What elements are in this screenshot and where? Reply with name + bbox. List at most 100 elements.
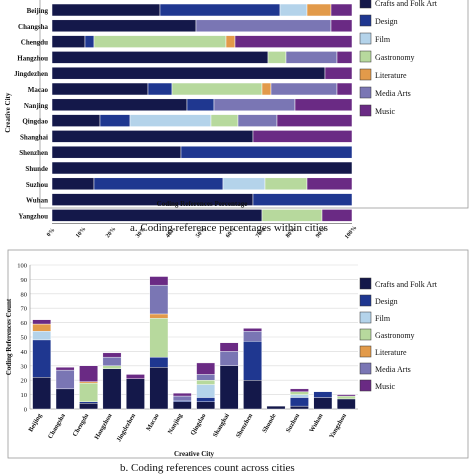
bar-a-qingdao-design (99, 114, 131, 127)
tick-label-a-jingdezhen: Jingdezhen (14, 70, 48, 78)
legend-label-literature: Literature (375, 71, 407, 80)
y-axis-label-a: Creative City (4, 92, 12, 133)
legend-swatch-design (359, 294, 372, 307)
tick-label-a-beijing: Beijing (27, 7, 49, 15)
bar-b-nanjing-crafts-and-folk-art (172, 401, 192, 410)
legend-swatch-media-arts (359, 362, 372, 375)
caption-a: a. Coding reference percentages within c… (130, 222, 328, 234)
y-axis-label-b: Coding References Count (5, 298, 13, 375)
bar-b-macao-media-arts (149, 284, 169, 315)
bar-b-shenzhen-crafts-and-folk-art (243, 380, 262, 410)
bar-a-qingdao-music (276, 114, 353, 127)
bar-a-wuhan-design (252, 193, 353, 206)
legend-label-design: Design (375, 297, 398, 306)
legend-swatch-design (359, 14, 372, 27)
tick-label-a-shanghai: Shanghai (20, 133, 48, 141)
tick-label-b-changsha: Changsha (47, 412, 67, 440)
tick-label-a-wuhan: Wuhan (26, 197, 48, 205)
bar-b-shenzhen-media-arts (243, 331, 262, 342)
legend-swatch-film (359, 32, 372, 45)
bar-a-macao-literature (261, 82, 272, 96)
bar-b-qingdao-crafts-and-folk-art (196, 401, 216, 410)
bar-a-shunde-crafts-and-folk-art (51, 161, 353, 175)
tick-label-a-qingdao: Qingdao (22, 118, 48, 126)
tick-label-b-yangzhou: Yangzhou (328, 412, 348, 440)
chart-a-frame (39, 0, 469, 209)
caption-b: b. Coding references count across cities (120, 462, 295, 474)
tick-label-b-shanghai: Shanghai (212, 412, 231, 438)
tick-label-b-jingdezhen: Jingdezhen (115, 412, 137, 443)
legend-swatch-music (359, 379, 372, 392)
bar-a-changsha-media-arts (195, 19, 332, 33)
tick-label-a-x-1: 10% (75, 226, 87, 239)
tick-label-a-shunde: Shunde (25, 165, 48, 173)
bar-a-yangzhou-gastronomy (261, 209, 323, 222)
bar-a-beijing-crafts-and-folk-art (51, 3, 161, 17)
bar-b-changsha-crafts-and-folk-art (55, 388, 75, 410)
bar-a-shenzhen-crafts-and-folk-art (51, 145, 182, 159)
tick-label-b-hangzhou: Hangzhou (93, 412, 114, 441)
tick-label-b-beijing: Beijing (27, 412, 43, 433)
tick-label-b-y-60: 60 (21, 320, 28, 327)
tick-label-a-yangzhou: Yangzhou (18, 212, 48, 220)
bar-b-hangzhou-gastronomy (102, 365, 122, 369)
bar-b-hangzhou-crafts-and-folk-art (102, 368, 122, 410)
bar-b-changsha-media-arts (55, 369, 75, 390)
tick-label-a-hangzhou: Hangzhou (17, 54, 48, 62)
bar-a-shenzhen-design (180, 145, 353, 159)
bar-a-chengdu-music (234, 35, 353, 48)
bar-b-qingdao-film (196, 384, 216, 398)
bar-a-shanghai-music (252, 130, 353, 143)
bar-a-macao-design (147, 82, 173, 96)
bar-a-chengdu-design (84, 35, 95, 48)
bar-a-macao-music (336, 82, 353, 96)
bar-a-jingdezhen-crafts-and-folk-art (51, 66, 326, 80)
bar-a-suzhou-crafts-and-folk-art (51, 177, 95, 191)
legend-label-media-arts: Media Arts (375, 89, 411, 98)
bar-b-chengdu-music (79, 365, 98, 382)
tick-label-b-y-10: 10 (21, 392, 28, 399)
tick-label-a-suzhou: Suzhou (26, 181, 48, 189)
bar-b-suzhou-music (290, 388, 309, 392)
tick-label-b-y-20: 20 (21, 378, 28, 385)
bar-b-beijing-film (32, 331, 52, 341)
bar-a-hangzhou-gastronomy (267, 51, 287, 64)
bar-a-hangzhou-music (336, 51, 353, 64)
legend-label-gastronomy: Gastronomy (375, 53, 415, 62)
bar-a-suzhou-design (93, 177, 224, 191)
bar-b-yangzhou-music (336, 394, 356, 397)
bar-b-hangzhou-music (102, 352, 122, 358)
legend-swatch-gastronomy (359, 328, 372, 341)
legend-swatch-literature (359, 68, 372, 81)
bar-a-hangzhou-media-arts (285, 51, 338, 64)
tick-label-a-shenzhen: Shenzhen (19, 149, 48, 157)
bar-b-yangzhou-gastronomy (336, 395, 356, 400)
bar-b-shanghai-music (219, 342, 239, 352)
bar-b-chengdu-gastronomy (79, 382, 98, 402)
bar-a-chengdu-crafts-and-folk-art (51, 35, 86, 48)
tick-label-a-chengdu: Chengdu (21, 39, 48, 47)
bar-a-changsha-music (330, 19, 353, 33)
legend-swatch-literature (359, 345, 372, 358)
legend-swatch-music (359, 104, 372, 117)
tick-label-b-suzhou: Suzhou (285, 412, 302, 434)
bar-b-macao-gastronomy (149, 318, 169, 358)
tick-label-b-y-80: 80 (21, 291, 28, 298)
bar-b-nanjing-music (172, 392, 192, 397)
tick-label-b-y-40: 40 (21, 349, 28, 356)
legend-swatch-crafts-and-folk-art (359, 277, 372, 290)
bar-b-beijing-crafts-and-folk-art (32, 377, 52, 410)
legend-swatch-film (359, 311, 372, 324)
bar-b-shenzhen-design (243, 341, 262, 381)
tick-label-a-x-2: 20% (105, 226, 117, 239)
bar-b-qingdao-media-arts (196, 374, 216, 381)
bar-a-beijing-design (159, 3, 281, 17)
x-axis-label-b: Creative City (174, 450, 215, 458)
bar-b-qingdao-gastronomy (196, 380, 216, 385)
tick-label-b-y-30: 30 (21, 363, 28, 370)
bar-b-beijing-design (32, 339, 52, 378)
legend-swatch-gastronomy (359, 50, 372, 63)
bar-b-macao-design (149, 356, 169, 368)
bar-b-macao-literature (149, 313, 169, 319)
